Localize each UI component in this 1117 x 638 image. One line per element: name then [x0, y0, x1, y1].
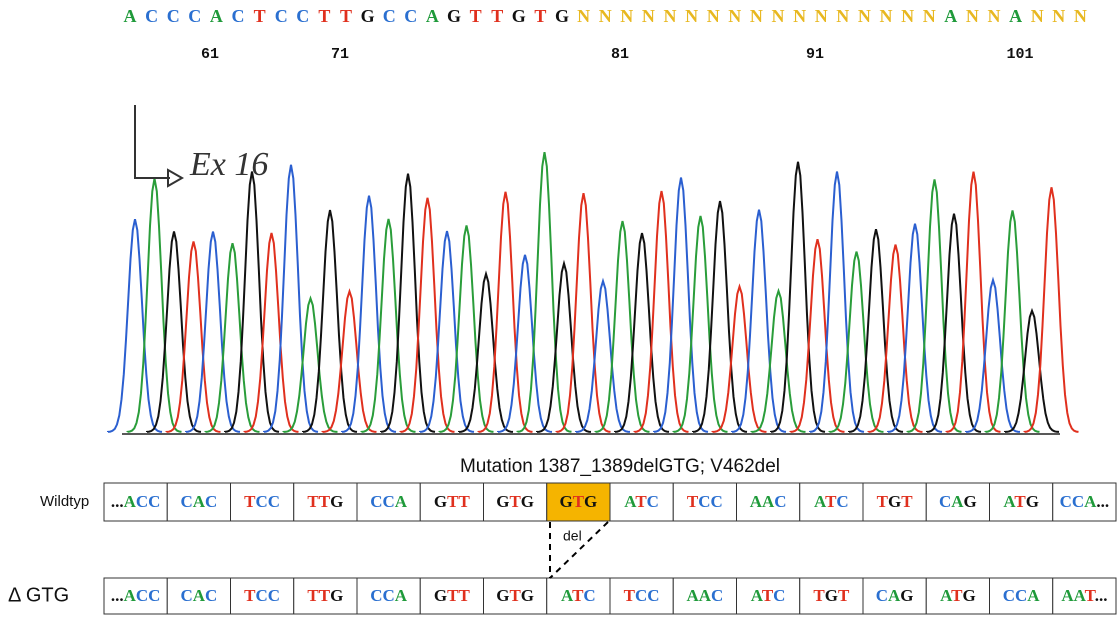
trace-base: N	[1031, 6, 1044, 26]
trace-base: N	[750, 6, 763, 26]
codon: CCA	[370, 586, 408, 605]
codon: ATG	[940, 586, 976, 605]
codon: GTG	[496, 586, 534, 605]
deletion-label: del	[563, 528, 582, 544]
codon: CAG	[876, 586, 914, 605]
trace-base: G	[447, 6, 461, 26]
position-label: 91	[806, 46, 824, 63]
caption: Mutation 1387_1389delGTG; V462del	[460, 456, 780, 477]
trace-base: A	[124, 6, 137, 26]
trace-base: A	[1009, 6, 1022, 26]
position-label: 101	[1006, 46, 1033, 63]
codon: ...ACC	[111, 492, 161, 511]
codon: GTG	[496, 492, 534, 511]
position-label: 81	[611, 46, 629, 63]
trace-base: N	[772, 6, 785, 26]
trace-base: N	[988, 6, 1001, 26]
trace-base: T	[491, 6, 503, 26]
codon: TCC	[244, 492, 280, 511]
codon: GTT	[434, 492, 471, 511]
codon: TTG	[307, 492, 343, 511]
codon: AAC	[686, 586, 723, 605]
figure: Ex 16 Mutation 1387_1389delGTG; V462del …	[0, 0, 1117, 638]
codon: TGT	[877, 492, 914, 511]
codon: ...ACC	[111, 586, 161, 605]
trace-base: N	[707, 6, 720, 26]
trace-base: N	[1074, 6, 1087, 26]
trace-base: G	[361, 6, 375, 26]
trace-base: T	[534, 6, 546, 26]
codon: ATC	[624, 492, 659, 511]
position-label: 61	[201, 46, 219, 63]
codon: TCC	[687, 492, 723, 511]
codon: ATC	[814, 492, 849, 511]
trace-base: A	[210, 6, 223, 26]
trace-base: N	[577, 6, 590, 26]
trace-base: N	[923, 6, 936, 26]
codon: TCC	[624, 586, 660, 605]
codon: ATG	[1003, 492, 1039, 511]
codon: TCC	[244, 586, 280, 605]
codon: CCA	[370, 492, 408, 511]
trace-base: N	[901, 6, 914, 26]
trace-base: N	[642, 6, 655, 26]
trace-base: C	[296, 6, 309, 26]
codon: CAC	[180, 492, 217, 511]
codon: AAT...	[1061, 586, 1107, 605]
trace-base: N	[858, 6, 871, 26]
trace-base: N	[815, 6, 828, 26]
trace-base: T	[254, 6, 266, 26]
trace-base: C	[145, 6, 158, 26]
trace-base: C	[188, 6, 201, 26]
row-label: Wildtyp	[40, 493, 89, 510]
trace-base: A	[944, 6, 957, 26]
codon: ATC	[561, 586, 596, 605]
exon-annotation: Ex 16	[189, 146, 268, 183]
trace-base: G	[512, 6, 526, 26]
row-label: Δ GTG	[8, 584, 69, 606]
trace-base: T	[318, 6, 330, 26]
codon: ATC	[751, 586, 786, 605]
codon: AAC	[750, 492, 787, 511]
codon: GTG	[559, 492, 597, 511]
trace-base: C	[383, 6, 396, 26]
trace-base: C	[167, 6, 180, 26]
trace-base: N	[836, 6, 849, 26]
trace-base: N	[966, 6, 979, 26]
trace-base: C	[232, 6, 245, 26]
codon: TTG	[307, 586, 343, 605]
trace-base: A	[426, 6, 439, 26]
trace-base: N	[599, 6, 612, 26]
codon: CCA...	[1060, 492, 1110, 511]
trace-base: N	[880, 6, 893, 26]
trace-base: C	[275, 6, 288, 26]
codon: CAC	[180, 586, 217, 605]
trace-base: C	[404, 6, 417, 26]
trace-base: N	[685, 6, 698, 26]
codon: GTT	[434, 586, 471, 605]
position-label: 71	[331, 46, 349, 63]
trace-base: N	[1052, 6, 1065, 26]
codon: CAG	[939, 492, 977, 511]
trace-base: G	[555, 6, 569, 26]
trace-base: N	[664, 6, 677, 26]
trace-base: N	[620, 6, 633, 26]
trace-base: N	[728, 6, 741, 26]
sequence-rows: Wildtyp ...ACC CAC TCC TTG CCA GTT GTG GTG ATC TCC…	[8, 483, 1116, 614]
trace-base: T	[470, 6, 482, 26]
codon: CCA	[1003, 586, 1041, 605]
trace-base: N	[793, 6, 806, 26]
codon: TGT	[813, 586, 850, 605]
trace-base: T	[340, 6, 352, 26]
